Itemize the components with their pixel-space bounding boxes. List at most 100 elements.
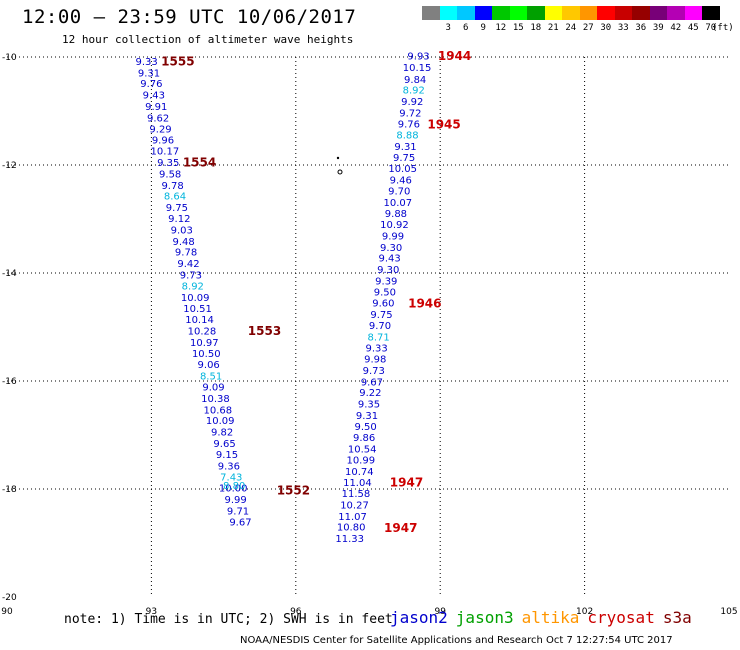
color-swatch — [422, 6, 440, 20]
color-swatch — [632, 6, 650, 20]
wave-height-point: 11.04 — [343, 478, 372, 489]
color-scale-cell: 21 — [544, 6, 562, 33]
color-scale-label: 15 — [512, 23, 524, 33]
color-scale-cell: 30 — [597, 6, 615, 33]
wave-height-point: 10.05 — [388, 164, 417, 175]
wave-height-point: 10.38 — [201, 394, 230, 405]
color-scale-cell: 6 — [457, 6, 475, 33]
x-tick-label: 96 — [290, 607, 302, 617]
wave-height-point: 9.22 — [359, 388, 381, 399]
wave-height-point: 10.99 — [346, 456, 375, 467]
x-tick-label: 102 — [576, 607, 593, 617]
color-scale-label: 3 — [445, 23, 451, 33]
wave-height-point: 9.70 — [388, 187, 410, 198]
y-tick-label: -20 — [2, 593, 17, 603]
x-tick-label: 90 — [1, 607, 13, 617]
wave-height-point: 10.54 — [348, 444, 377, 455]
wave-height-point: 9.39 — [375, 276, 397, 287]
wave-height-point: 10.15 — [403, 63, 432, 74]
wave-height-point: 9.71 — [227, 506, 249, 517]
x-tick-label: 105 — [720, 607, 737, 617]
color-swatch — [684, 6, 702, 20]
pass-time-label: 1553 — [248, 324, 281, 338]
color-scale-cell: 33 — [614, 6, 632, 33]
wave-height-point: 9.99 — [225, 495, 247, 506]
wave-height-point: 9.46 — [390, 175, 412, 186]
color-scale-label: 36 — [635, 23, 647, 33]
wave-height-point: 9.88 — [385, 209, 407, 220]
wave-height-point: 9.33 — [366, 343, 388, 354]
color-scale-bar: 3 6 9 12 15 18 21 24 27 30 33 36 39 42 45 70 — [422, 6, 720, 33]
chart-title: 12:00 — 23:59 UTC 10/06/2017 — [22, 6, 357, 28]
wave-height-point: 10.14 — [185, 315, 214, 326]
wave-height-point: 9.15 — [216, 450, 238, 461]
wave-height-point: 9.48 — [173, 237, 195, 248]
wave-height-point: 9.98 — [364, 355, 386, 366]
legend-entry-altika: altika — [521, 608, 580, 627]
wave-height-point: 10.68 — [204, 405, 233, 416]
color-scale-cell: 3 — [439, 6, 457, 33]
wave-height-point: 9.99 — [382, 232, 404, 243]
wave-height-point: 9.43 — [143, 91, 165, 102]
color-scale-label: 42 — [670, 23, 682, 33]
color-scale-label: 39 — [652, 23, 664, 33]
color-scale-cell: 27 — [579, 6, 597, 33]
y-tick-label: -18 — [2, 485, 17, 495]
wave-height-point: 9.76 — [140, 79, 162, 90]
color-scale-label: 45 — [687, 23, 699, 33]
color-scale-cell — [422, 6, 440, 33]
wave-height-point: 10.17 — [151, 147, 180, 158]
pass-time-label: 1555 — [161, 55, 194, 69]
color-swatch — [667, 6, 685, 20]
wave-height-point: 9.76 — [398, 120, 420, 131]
pass-time-label: 1947 — [384, 521, 417, 535]
color-scale-cell: 15 — [509, 6, 527, 33]
wave-height-point: 9.36 — [218, 462, 240, 473]
footnote: note: 1) Time is in UTC; 2) SWH is in fe… — [64, 612, 393, 627]
color-swatch — [562, 6, 580, 20]
color-scale-cell: 42 — [667, 6, 685, 33]
wave-height-point: 11.33 — [335, 534, 364, 545]
marker-dot — [336, 156, 340, 160]
wave-height-point: 9.62 — [147, 113, 169, 124]
wave-height-point: 9.96 — [152, 135, 174, 146]
pass-time-label: 1944 — [438, 49, 471, 63]
pass-time-label: 1552 — [277, 483, 310, 497]
color-swatch — [614, 6, 632, 20]
wave-height-point: 9.30 — [380, 243, 402, 254]
wave-height-point: 9.75 — [166, 203, 188, 214]
wave-height-point: 9.31 — [394, 142, 416, 153]
color-swatch — [474, 6, 492, 20]
color-swatch — [527, 6, 545, 20]
color-scale-cell: 24 — [562, 6, 580, 33]
marker-ring — [337, 169, 343, 175]
wave-height-point: 9.42 — [177, 259, 199, 270]
wave-height-point: 9.92 — [401, 97, 423, 108]
chart-subtitle: 12 hour collection of altimeter wave hei… — [62, 33, 354, 46]
wave-height-point: 9.35 — [358, 399, 380, 410]
wave-height-point: 8.64 — [164, 192, 186, 203]
wave-height-point: 9.70 — [369, 321, 391, 332]
color-scale-label: 27 — [582, 23, 594, 33]
wave-height-point: 9.50 — [354, 422, 376, 433]
x-tick-label: 99 — [434, 607, 446, 617]
wave-height-point: 9.78 — [175, 248, 197, 259]
wave-height-point: 10.09 — [206, 416, 235, 427]
wave-height-point: 9.73 — [363, 366, 385, 377]
wave-height-point: 9.58 — [159, 169, 181, 180]
y-tick-label: -14 — [2, 269, 17, 279]
wave-height-point: 10.51 — [183, 304, 212, 315]
wave-height-point: 9.67 — [361, 377, 383, 388]
wave-height-point: 10.09 — [181, 293, 210, 304]
color-scale-cell: 39 — [649, 6, 667, 33]
wave-height-point: 9.33 — [135, 57, 157, 68]
color-scale-label: 6 — [463, 23, 469, 33]
wave-height-point: 8.80 — [223, 481, 245, 492]
satellite-legend: jason2 jason3 altika cryosat s3a — [390, 608, 692, 627]
wave-height-point: 9.09 — [202, 383, 224, 394]
credit-line: NOAA/NESDIS Center for Satellite Applica… — [240, 635, 673, 646]
legend-entry-s3a: s3a — [662, 608, 692, 627]
color-scale-cell: 45 — [684, 6, 702, 33]
color-scale-cell: 12 — [492, 6, 510, 33]
